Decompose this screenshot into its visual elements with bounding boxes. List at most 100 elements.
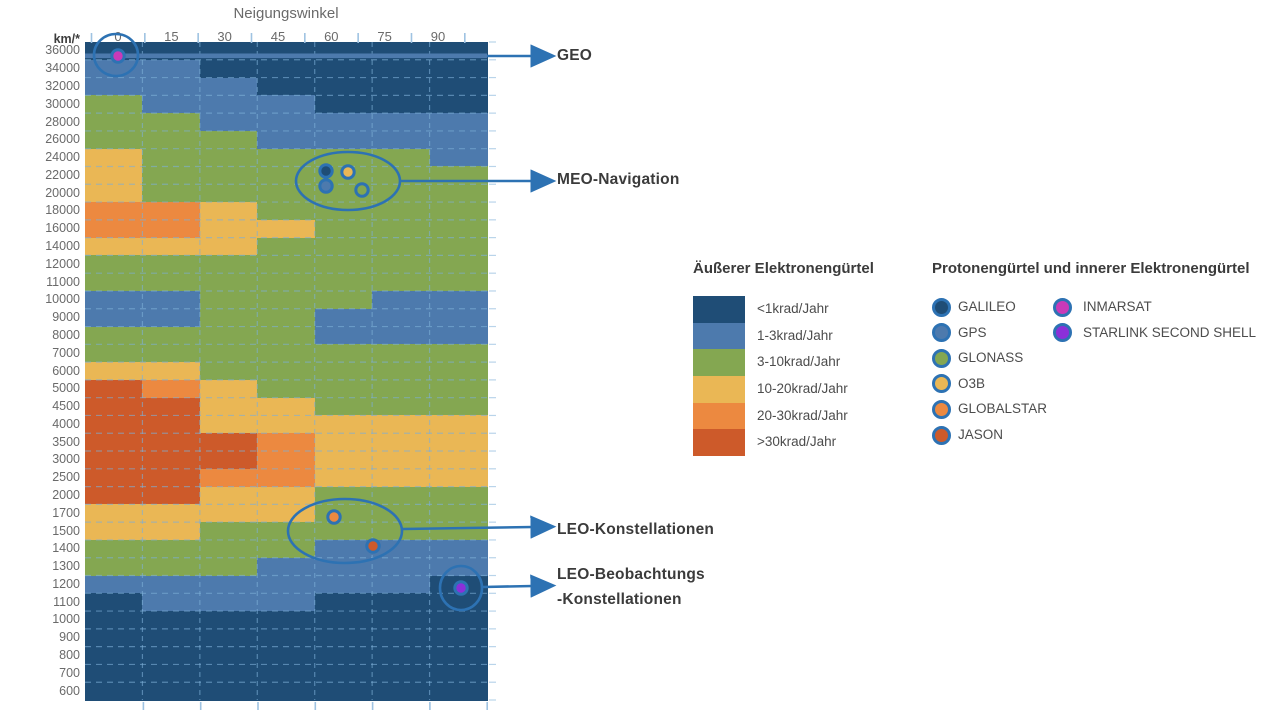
y-axis-label: 34000 [45, 61, 80, 76]
legend-dot-gps [932, 323, 951, 343]
heatmap-cell [314, 255, 373, 274]
heatmap-cell [85, 308, 144, 328]
heatmap-cell [429, 522, 488, 541]
heatmap-cell [429, 166, 488, 185]
dose-legend-label: 3-10krad/Jahr [757, 354, 841, 370]
y-axis-label: 10000 [45, 292, 80, 307]
heatmap-cell [314, 522, 373, 541]
heatmap-cell [429, 664, 488, 683]
heatmap-cell [85, 59, 144, 79]
heatmap-cell [85, 77, 144, 96]
heatmap-cell [142, 273, 201, 292]
heatmap-cell [142, 326, 201, 345]
heatmap-cell [372, 468, 431, 488]
heatmap-cell [314, 202, 373, 221]
heatmap-cell [257, 486, 316, 505]
heatmap-cell [429, 646, 488, 666]
heatmap-cell [372, 611, 431, 630]
heatmap-cell [257, 184, 316, 203]
heatmap-cell [372, 575, 431, 594]
heatmap-cell [257, 664, 316, 683]
heatmap-cell [257, 522, 316, 541]
heatmap-cell [142, 77, 201, 96]
heatmap-cell [199, 237, 258, 256]
heatmap-cell [257, 593, 316, 612]
heatmap-cell [142, 539, 201, 559]
y-axis-label: 4500 [52, 399, 80, 414]
heatmap-cell [85, 628, 144, 648]
y-axis-label: 5000 [52, 381, 80, 396]
heatmap-cell [429, 504, 488, 523]
y-axis-label: 3500 [52, 434, 80, 449]
legend-item-label: GLONASS [958, 350, 1024, 366]
heatmap-cell [314, 290, 373, 310]
dose-legend-swatch [693, 376, 745, 403]
heatmap-cell [142, 219, 201, 239]
legend-dot-globalstar [932, 399, 951, 419]
dose-legend-swatch [693, 429, 745, 456]
y-axis-label: 36000 [45, 43, 80, 58]
heatmap-cell [314, 166, 373, 185]
y-axis-label: 600 [59, 683, 80, 698]
heatmap-cell [257, 290, 316, 310]
heatmap-cell [85, 557, 144, 577]
heatmap-cell [257, 468, 316, 488]
heatmap-cell [85, 415, 144, 434]
x-axis-label: 90 [430, 29, 446, 44]
heatmap-cell [372, 219, 431, 239]
heatmap-cell [372, 664, 431, 683]
heatmap-cell [429, 148, 488, 168]
heatmap-cell [372, 184, 431, 203]
heatmap-cell [142, 379, 201, 399]
heatmap-cell [429, 273, 488, 292]
heatmap-cell [142, 486, 201, 505]
y-axis-label: 700 [59, 665, 80, 680]
legend-item-label: STARLINK SECOND SHELL [1083, 324, 1257, 340]
heatmap-cell [85, 113, 144, 132]
y-axis-label: 26000 [45, 132, 80, 147]
heatmap-cell [199, 148, 258, 168]
dose-legend-label: 10-20krad/Jahr [757, 381, 848, 396]
legend-item-label: INMARSAT [1083, 299, 1152, 314]
heatmap-cell [257, 415, 316, 434]
heatmap-cell [314, 362, 373, 381]
heatmap-cell [372, 397, 431, 417]
heatmap-cell [372, 362, 431, 381]
heatmap-cell [85, 237, 144, 256]
y-axis-label: 2500 [52, 470, 80, 485]
heatmap-cell [257, 504, 316, 523]
heatmap-cell [85, 611, 144, 630]
heatmap-cell [142, 628, 201, 648]
heatmap-cell [314, 219, 373, 239]
heatmap-cell [314, 397, 373, 417]
legend-dot-o3b [932, 374, 951, 394]
heatmap-cell [257, 130, 316, 150]
y-axis-label: 1400 [52, 541, 80, 556]
heatmap-cell [85, 664, 144, 683]
y-axis-label: 800 [59, 648, 80, 663]
heatmap-cell [199, 273, 258, 292]
heatmap-cell [85, 593, 144, 612]
heatmap-cell [85, 362, 144, 381]
heatmap-cell [314, 379, 373, 399]
heatmap-cell [199, 326, 258, 345]
heatmap-cell [372, 166, 431, 185]
y-axis-label: 1700 [52, 505, 80, 520]
dose-legend-label: 20-30krad/Jahr [757, 407, 848, 423]
heatmap-cell [314, 344, 373, 363]
heatmap-cell [199, 468, 258, 488]
heatmap-cell [85, 290, 144, 310]
heatmap-cell [142, 557, 201, 577]
heatmap-cell [142, 166, 201, 185]
y-axis-label: 14000 [45, 239, 80, 253]
heatmap-cell [199, 308, 258, 328]
heatmap-cell [314, 433, 373, 452]
y-axis-label: 1000 [52, 612, 80, 627]
heatmap-cell [314, 59, 373, 79]
dose-legend-label: >30krad/Jahr [757, 434, 837, 450]
annotation-label-leo-beobachtungs-line2: -Konstellationen [557, 591, 682, 608]
heatmap-cell [372, 628, 431, 648]
heatmap-cell [314, 148, 373, 168]
heatmap-cell [142, 344, 201, 363]
heatmap-cell [85, 166, 144, 185]
